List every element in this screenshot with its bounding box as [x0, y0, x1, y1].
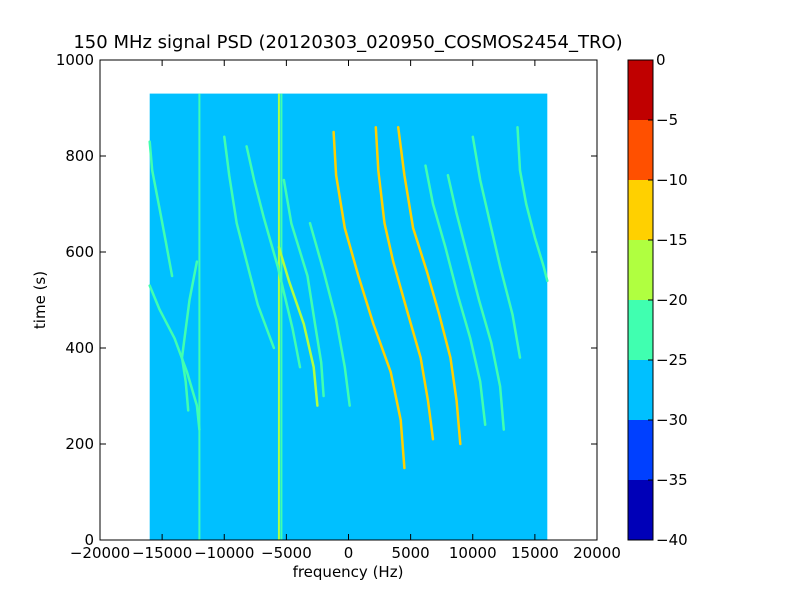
colorbar-tick-label: −35: [656, 471, 688, 489]
colorbar-tick-label: −15: [656, 231, 688, 249]
y-tick-label: 1000: [56, 51, 94, 69]
psd-signal-trace: [516, 125, 549, 283]
x-tick-label: −20000: [70, 544, 130, 562]
colorbar-segment: [628, 420, 653, 480]
y-tick-label: 400: [65, 339, 94, 357]
colorbar-segment: [628, 360, 653, 420]
x-tick-label: 15000: [511, 544, 559, 562]
psd-signal-trace: [148, 284, 201, 431]
x-axis-label: frequency (Hz): [293, 563, 404, 581]
x-tick-label: 5000: [392, 544, 430, 562]
psd-signal-trace: [148, 140, 174, 278]
colorbar-tick-label: −20: [656, 291, 688, 309]
plot-area: [148, 93, 549, 540]
colorbar-segment: [628, 60, 653, 120]
psd-signal-trace: [424, 164, 487, 427]
x-tick-label: 10000: [449, 544, 497, 562]
y-axis-label: time (s): [31, 271, 49, 329]
chart-title: 150 MHz signal PSD (20120303_020950_COSM…: [73, 32, 622, 53]
psd-signal-trace: [471, 135, 522, 359]
x-tick-label: −10000: [194, 544, 254, 562]
psd-signal-trace: [223, 135, 276, 350]
colorbar-tick-label: −5: [656, 111, 678, 129]
psd-signal-trace: [396, 125, 462, 446]
colorbar-segment: [628, 300, 653, 360]
psd-signal-trace: [332, 130, 406, 470]
psd-signal-trace: [282, 178, 325, 398]
colorbar-tick-label: −10: [656, 171, 688, 189]
psd-signal-trace: [446, 173, 506, 431]
psd-data-region: [149, 93, 548, 540]
colorbar-tick-label: 0: [656, 51, 666, 69]
x-tick-label: −15000: [132, 544, 192, 562]
y-tick-label: 200: [65, 435, 94, 453]
psd-signal-trace: [374, 125, 435, 441]
psd-signal-trace: [308, 221, 351, 407]
y-tick-label: 800: [65, 147, 94, 165]
colorbar-segment: [628, 180, 653, 240]
axes: −20000 −15000 −10000 −5000 0 5000 10000 15000 20…: [56, 51, 621, 562]
y-tick-label: 0: [84, 531, 94, 549]
x-tick-label: 0: [344, 544, 354, 562]
psd-signal-trace: [245, 145, 302, 369]
x-tick-label: −5000: [261, 544, 312, 562]
colorbar-segment: [628, 120, 653, 180]
psd-signal-trace: [180, 260, 199, 412]
y-tick-label: 600: [65, 243, 94, 261]
psd-signal-trace: [277, 245, 319, 407]
colorbar: −40 −35 −30 −25 −20 −15 −10 −5 0: [627, 51, 688, 549]
colorbar-segment: [628, 480, 653, 540]
colorbar-tick-label: −30: [656, 411, 688, 429]
colorbar-tick-label: −25: [656, 351, 688, 369]
colorbar-tick-label: −40: [656, 531, 688, 549]
colorbar-segment: [628, 240, 653, 300]
x-tick-label: 20000: [573, 544, 621, 562]
